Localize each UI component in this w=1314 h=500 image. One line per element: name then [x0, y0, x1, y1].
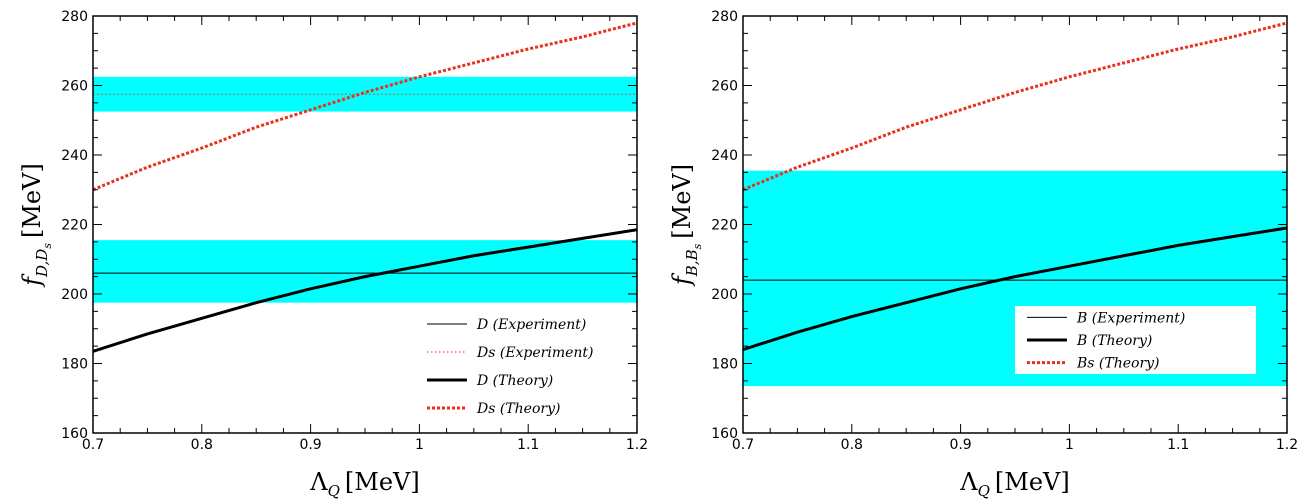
x-axis-label: ΛQ [MeV] [309, 468, 420, 500]
x-tick-label: 0.9 [949, 437, 971, 453]
x-tick-label: 1.2 [626, 437, 648, 453]
x-tick-label: 0.9 [299, 437, 321, 453]
y-tick-label: 280 [61, 9, 88, 25]
error-band-1 [93, 240, 637, 303]
legend-box [415, 310, 625, 422]
legend-label: B (Experiment) [1076, 310, 1185, 326]
x-tick-label: 1.1 [1167, 437, 1189, 453]
series-line-b-theory [743, 226, 1287, 352]
series-line-d-theory [93, 228, 637, 353]
y-tick-label: 160 [61, 426, 88, 442]
y-tick-label: 200 [711, 287, 738, 303]
legend-label: Ds (Experiment) [476, 345, 594, 361]
series-line-ds-theory [93, 21, 637, 192]
x-tick-label: 1 [1065, 437, 1074, 453]
x-tick-label: 0.7 [82, 437, 104, 453]
legend-label: D (Experiment) [476, 317, 586, 333]
y-tick-label: 160 [711, 426, 738, 442]
legend-label: Ds (Theory) [476, 401, 560, 417]
y-tick-label: 240 [711, 148, 738, 164]
y-tick-label: 180 [711, 357, 738, 373]
x-tick-label: 0.7 [732, 437, 754, 453]
y-tick-label: 180 [61, 357, 88, 373]
legend-label: Bs (Theory) [1076, 356, 1160, 372]
y-tick-label: 260 [711, 79, 738, 95]
series-line-bs-theory [743, 21, 1287, 192]
y-tick-label: 220 [61, 218, 88, 234]
x-axis-label: ΛQ [MeV] [959, 468, 1070, 500]
y-tick-label: 200 [61, 287, 88, 303]
x-tick-label: 0.8 [191, 437, 213, 453]
x-tick-label: 1.1 [517, 437, 539, 453]
legend: D (Experiment) Ds (Experiment) D (Theory) D… [415, 310, 625, 422]
x-tick-label: 1.2 [1276, 437, 1298, 453]
chart-panel-1: 0.7 0.8 0.9 1 1.1 1.2 160 180 200 220 240 260 280 ΛQ[… [18, 9, 648, 500]
x-tick-label: 0.8 [841, 437, 863, 453]
y-tick-label: 280 [711, 9, 738, 25]
legend: B (Experiment) B (Theory) Bs (Theory) [1015, 306, 1256, 374]
legend-label: D (Theory) [476, 373, 553, 389]
chart-panel-2: 0.7 0.8 0.9 1 1.1 1.2 160 180 200 220 240 260 280 ΛQ[… [668, 9, 1298, 500]
y-tick-label: 260 [61, 79, 88, 95]
y-axis-label: fB,Bs[MeV] [668, 164, 704, 287]
y-tick-label: 240 [61, 148, 88, 164]
x-tick-label: 1 [415, 437, 424, 453]
y-axis-label: fD,Ds[MeV] [18, 163, 54, 288]
y-tick-label: 220 [711, 218, 738, 234]
legend-label: B (Theory) [1076, 333, 1152, 349]
